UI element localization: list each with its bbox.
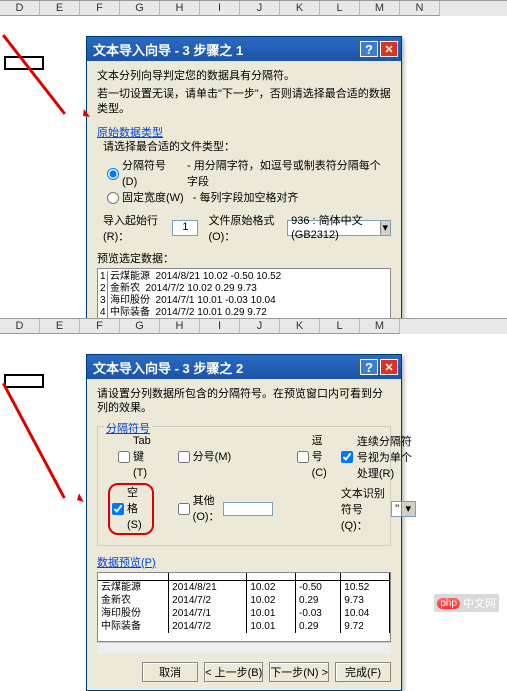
check-comma[interactable]: 逗号(C) xyxy=(287,433,327,481)
col-header[interactable]: E xyxy=(40,319,80,334)
radio-fixed-desc: - 每列字段加空格对齐 xyxy=(193,190,299,206)
close-icon[interactable]: ✕ xyxy=(380,41,398,57)
check-other[interactable]: 其他(O)： xyxy=(168,483,273,535)
col-header[interactable]: G xyxy=(120,319,160,334)
php-logo: php xyxy=(437,598,460,609)
dialog-title: 文本导入向导 - 3 步骤之 2 xyxy=(93,358,243,377)
delimiters-fieldset: 分隔符号 Tab 键(T) 分号(M) 逗号(C) 空格(S) xyxy=(97,426,391,546)
col-header[interactable]: F xyxy=(80,1,120,16)
col-header[interactable]: G xyxy=(120,1,160,16)
import-start-spinner[interactable]: 1 xyxy=(172,220,198,236)
col-header[interactable]: I xyxy=(200,1,240,16)
radio-fixed-label: 固定宽度(W) xyxy=(122,190,184,206)
instruction-text: 请设置分列数据所包含的分隔符号。在预览窗口内可看到分列的效果。 xyxy=(97,387,391,416)
check-tab[interactable]: Tab 键(T) xyxy=(108,433,154,481)
preview-area: 云煤能源2014/8/2110.02-0.5010.52 金新农2014/7/2… xyxy=(97,572,391,642)
radio-fixed-input[interactable] xyxy=(107,192,119,204)
radio-delimited[interactable]: 分隔符号(D) - 用分隔字符，如逗号或制表符分隔每个字段 xyxy=(97,158,391,190)
next-button[interactable]: 下一步(N) > xyxy=(269,662,329,682)
titlebar[interactable]: 文本导入向导 - 3 步骤之 2 ? ✕ xyxy=(87,355,401,379)
table-row: 海印股份2014/7/110.01-0.0310.04 xyxy=(98,607,390,620)
help-icon[interactable]: ? xyxy=(360,359,378,375)
cancel-button[interactable]: 取消 xyxy=(142,662,198,682)
instruction-text: 若一切设置无误，请单击"下一步"，否则请选择最合适的数据类型。 xyxy=(97,87,391,116)
grid-area[interactable]: 文本导入向导 - 3 步骤之 1 ? ✕ 文本分列向导判定您的数据具有分隔符。 … xyxy=(0,16,507,306)
scrollbar[interactable] xyxy=(97,642,391,654)
col-header[interactable]: N xyxy=(400,1,440,16)
spreadsheet-lower: D E F G H I J K L M 文本导入向导 - 3 步骤之 2 ? ✕… xyxy=(0,318,507,616)
col-header[interactable]: H xyxy=(160,1,200,16)
preview-label: 预览选定数据： xyxy=(97,250,391,266)
annotation-arrow xyxy=(2,34,66,115)
choose-type-label: 请选择最合适的文件类型： xyxy=(97,140,391,154)
delimiters-label: 分隔符号 xyxy=(104,420,152,436)
radio-fixed-width[interactable]: 固定宽度(W) - 每列字段加空格对齐 xyxy=(97,190,391,206)
column-headers: D E F G H I J K L M xyxy=(0,318,507,334)
highlight-circle: 空格(S) xyxy=(108,483,154,535)
col-header[interactable]: L xyxy=(320,1,360,16)
help-icon[interactable]: ? xyxy=(360,41,378,57)
other-delim-input[interactable] xyxy=(223,502,273,516)
text-import-wizard-step2: 文本导入向导 - 3 步骤之 2 ? ✕ 请设置分列数据所包含的分隔符号。在预览… xyxy=(86,354,402,691)
col-header[interactable]: M xyxy=(360,319,400,334)
chevron-down-icon[interactable]: ▾ xyxy=(380,221,390,235)
instruction-text: 文本分列向导判定您的数据具有分隔符。 xyxy=(97,69,391,83)
text-qualifier-label: 文本识别符号(Q)： xyxy=(341,485,387,533)
radio-delimited-desc: - 用分隔字符，如逗号或制表符分隔每个字段 xyxy=(187,158,391,190)
col-header[interactable]: F xyxy=(80,319,120,334)
col-header[interactable]: D xyxy=(0,1,40,16)
col-header[interactable]: J xyxy=(240,319,280,334)
text-qualifier-combo[interactable]: " ▾ xyxy=(391,501,415,517)
col-header[interactable]: K xyxy=(280,1,320,16)
table-row: 云煤能源2014/8/2110.02-0.5010.52 xyxy=(98,581,390,595)
col-header[interactable]: D xyxy=(0,319,40,334)
col-header[interactable]: I xyxy=(200,319,240,334)
radio-delimited-label: 分隔符号(D) xyxy=(122,158,178,190)
titlebar[interactable]: 文本导入向导 - 3 步骤之 1 ? ✕ xyxy=(87,37,401,61)
finish-button[interactable]: 完成(F) xyxy=(335,662,391,682)
radio-delimited-input[interactable] xyxy=(107,168,119,180)
section-original-type: 原始数据类型 xyxy=(97,124,163,140)
column-headers: D E F G H I J K L M N xyxy=(0,0,507,16)
import-start-label: 导入起始行(R)： xyxy=(103,212,168,244)
selected-cell[interactable] xyxy=(4,374,44,388)
annotation-arrow xyxy=(2,383,66,499)
preview-label: 数据预览(P) xyxy=(97,554,156,570)
col-header[interactable]: M xyxy=(360,1,400,16)
col-header[interactable]: E xyxy=(40,1,80,16)
baidu-watermark: Baidu 经验 xyxy=(451,295,499,310)
file-origin-combo[interactable]: 936 : 简体中文 (GB2312) ▾ xyxy=(287,220,391,236)
table-row: 金新农2014/7/210.020.299.73 xyxy=(98,594,390,607)
close-icon[interactable]: ✕ xyxy=(380,359,398,375)
annotation-arrowhead xyxy=(70,493,84,507)
file-origin-label: 文件原始格式(O)： xyxy=(208,212,283,244)
preview-table: 云煤能源2014/8/2110.02-0.5010.52 金新农2014/7/2… xyxy=(98,573,390,634)
back-button[interactable]: < 上一步(B) xyxy=(204,662,263,682)
check-space[interactable]: 空格(S) xyxy=(112,485,142,533)
chevron-down-icon[interactable]: ▾ xyxy=(401,502,415,516)
grid-area[interactable]: 文本导入向导 - 3 步骤之 2 ? ✕ 请设置分列数据所包含的分隔符号。在预览… xyxy=(0,334,507,616)
check-semicolon[interactable]: 分号(M) xyxy=(168,433,273,481)
col-header[interactable]: L xyxy=(320,319,360,334)
col-header[interactable]: H xyxy=(160,319,200,334)
col-header[interactable]: K xyxy=(280,319,320,334)
table-row: 中际装备2014/7/210.010.299.72 xyxy=(98,620,390,633)
check-consecutive[interactable]: 连续分隔符号视为单个处理(R) xyxy=(341,433,416,481)
file-origin-value: 936 : 简体中文 (GB2312) xyxy=(291,214,379,242)
col-header[interactable]: J xyxy=(240,1,280,16)
dialog-title: 文本导入向导 - 3 步骤之 1 xyxy=(93,40,243,59)
php-watermark: php 中文网 xyxy=(434,594,499,612)
spreadsheet-upper: D E F G H I J K L M N 文本导入向导 - 3 步骤之 1 ?… xyxy=(0,0,507,306)
